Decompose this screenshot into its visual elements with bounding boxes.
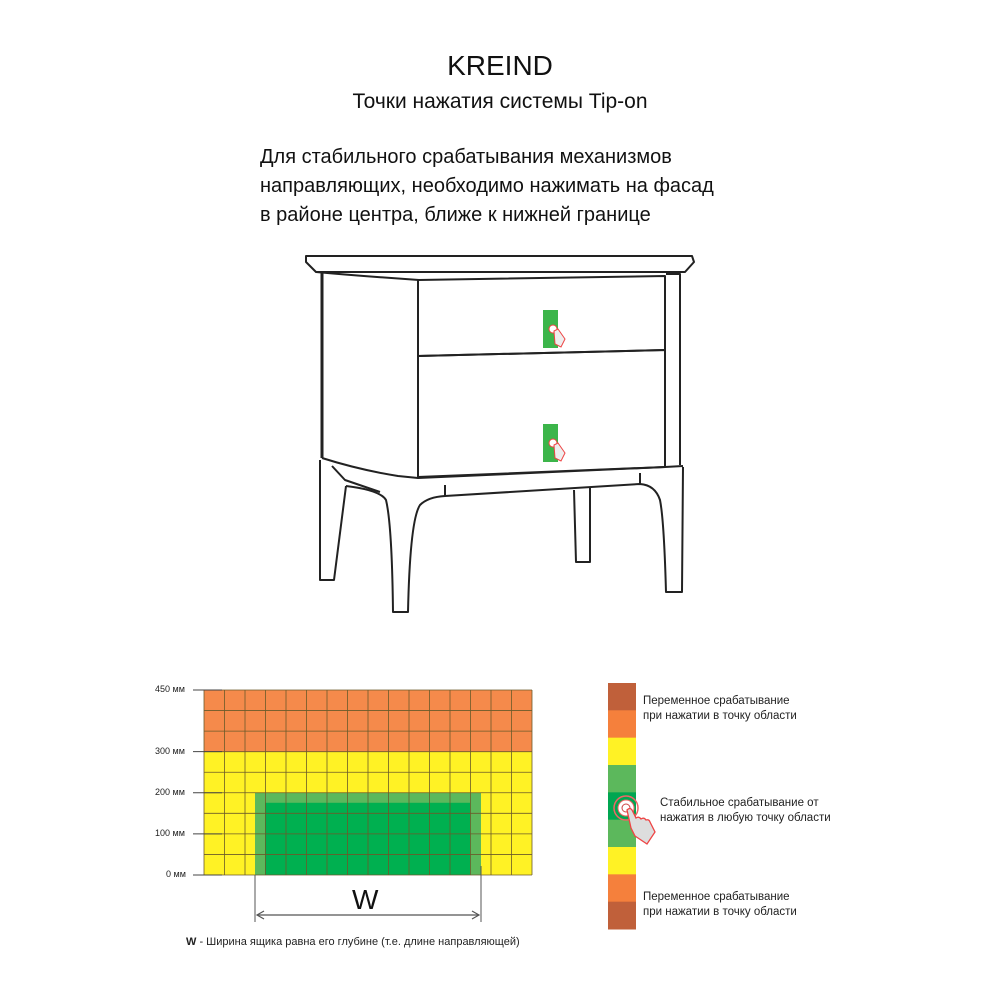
brand-title: KREIND xyxy=(447,50,553,81)
y-tick-label: 200 мм xyxy=(155,787,185,797)
instruction-line: в районе центра, ближе к нижней границе xyxy=(260,204,651,226)
legend-line: Стабильное срабатывание от xyxy=(660,797,819,809)
instruction-line: Для стабильного срабатывания механизмов xyxy=(260,146,672,168)
legend-segment xyxy=(608,847,636,875)
press-marker-bottom xyxy=(543,424,566,462)
y-tick-label: 0 мм xyxy=(166,869,186,879)
legend-line: Переменное срабатывание xyxy=(643,891,790,903)
legend-segment xyxy=(608,874,636,903)
hand-press-icon xyxy=(613,795,656,845)
y-tick-label: 450 мм xyxy=(155,684,185,694)
legend-segment xyxy=(608,765,636,793)
legend-line: Переменное срабатывание xyxy=(643,695,790,707)
legend-segment xyxy=(608,683,636,711)
width-note-text: - Ширина ящика равна его глубине (т.е. д… xyxy=(196,936,520,948)
page-subtitle: Точки нажатия системы Tip-on xyxy=(352,90,648,113)
legend-text-bottom: Переменное срабатывание при нажатии в то… xyxy=(643,890,797,920)
legend-text-middle: Стабильное срабатывание от нажатия в люб… xyxy=(660,796,831,826)
legend-segment xyxy=(608,710,636,739)
width-note-symbol: W xyxy=(186,936,197,948)
press-marker-top xyxy=(543,310,566,348)
instruction-text: Для стабильного срабатывания механизмов … xyxy=(260,143,714,230)
y-tick-label: 100 мм xyxy=(155,828,185,838)
legend-line: нажатия в любую точку области xyxy=(660,812,831,824)
nightstand-illustration xyxy=(305,255,695,613)
instruction-line: направляющих, необходимо нажимать на фас… xyxy=(260,175,714,197)
legend-text-top: Переменное срабатывание при нажатии в то… xyxy=(643,694,797,724)
y-tick-label: 300 мм xyxy=(155,746,185,756)
arrowhead xyxy=(255,910,481,920)
legend-segment xyxy=(608,901,636,930)
width-label: W xyxy=(352,884,379,915)
legend-line: при нажатии в точку области xyxy=(643,710,797,722)
legend-segment xyxy=(608,737,636,766)
legend-line: при нажатии в точку области xyxy=(643,906,797,918)
zone-stable xyxy=(265,802,470,875)
width-note: W - Ширина ящика равна его глубине (т.е.… xyxy=(186,936,520,948)
